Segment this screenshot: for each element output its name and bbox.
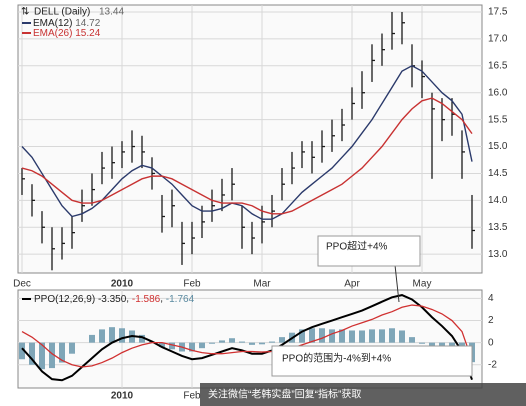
histogram-bar bbox=[419, 342, 425, 344]
histogram-bar bbox=[119, 328, 125, 343]
x-tick-label: Mar bbox=[253, 279, 271, 290]
histogram-bar bbox=[199, 342, 205, 349]
histogram-bar bbox=[349, 330, 355, 343]
histogram-bar bbox=[369, 329, 375, 343]
histogram-bar bbox=[109, 327, 115, 343]
histogram-bar bbox=[19, 342, 25, 360]
annotation: PPO超过+4% bbox=[326, 240, 388, 253]
y-tick-label: 14.5 bbox=[488, 168, 508, 179]
annotation-box bbox=[271, 345, 473, 377]
histogram-bar bbox=[329, 329, 335, 343]
legend-value: 15.24 bbox=[75, 28, 100, 39]
y-tick-label: 16.0 bbox=[488, 87, 508, 98]
histogram-bar bbox=[309, 328, 315, 343]
plot-layer: 13.0 13.5 14.0 14.5 15.0 15.5 16.0 16.5 17.0 17.5… bbox=[13, 5, 508, 402]
legend-name: EMA(12) bbox=[33, 18, 72, 29]
legend-label: EMA(12) 14.72 bbox=[33, 18, 101, 29]
histogram-bar bbox=[249, 342, 255, 345]
histogram-bar bbox=[59, 342, 65, 363]
y-tick-label: 15.0 bbox=[488, 141, 508, 152]
price-panel bbox=[17, 4, 483, 274]
x-tick-label: Feb bbox=[183, 279, 201, 290]
legend-value: -1.586 bbox=[132, 294, 161, 305]
histogram-bar bbox=[219, 340, 225, 343]
histogram-bar bbox=[269, 341, 275, 343]
histogram-bar bbox=[159, 342, 165, 348]
annotation: PPO的范围为-4%到+4% bbox=[282, 352, 391, 365]
histogram-bar bbox=[239, 341, 245, 343]
histogram-bar bbox=[409, 337, 415, 343]
histogram-bar bbox=[299, 329, 305, 343]
annotation-box bbox=[317, 235, 421, 267]
histogram-bar bbox=[229, 338, 235, 343]
legend-value: -3.350 bbox=[98, 294, 127, 305]
y-tick-label: 13.5 bbox=[488, 222, 508, 233]
y-tick-label: 16.5 bbox=[488, 60, 508, 71]
histogram-bar bbox=[169, 342, 175, 350]
x-tick-label: 2010 bbox=[111, 391, 134, 402]
annotation-pointer bbox=[394, 264, 400, 303]
ppo-legend: PPO(12,26,9) -3.350, -1.586, -1.764 bbox=[34, 294, 195, 305]
histogram-bar bbox=[139, 334, 145, 343]
x-tick-label: Dec bbox=[13, 279, 31, 290]
histogram-bar bbox=[259, 342, 265, 345]
y-tick-label: 0 bbox=[488, 337, 494, 348]
x-tick-label: 2010 bbox=[111, 279, 134, 290]
histogram-bar bbox=[99, 329, 105, 343]
histogram-bar bbox=[69, 342, 75, 354]
y-tick-label: 15.5 bbox=[488, 114, 508, 125]
x-tick-label: Apr bbox=[344, 279, 360, 290]
y-tick-label: 2 bbox=[488, 315, 494, 326]
legend-label: EMA(26) 15.24 bbox=[33, 28, 101, 39]
chart-title: DELL (Daily) bbox=[34, 7, 90, 18]
histogram-bar bbox=[89, 334, 95, 343]
line bbox=[21, 65, 473, 220]
legend-name: EMA(26) bbox=[33, 28, 72, 39]
x-tick-label: Feb bbox=[183, 391, 201, 402]
x-tick-label: May bbox=[413, 279, 432, 290]
histogram-bar bbox=[29, 342, 35, 365]
y-tick-label: 17.5 bbox=[488, 7, 508, 18]
histogram-bar bbox=[389, 328, 395, 343]
y-tick-label: -2 bbox=[488, 359, 497, 370]
watermark-bg bbox=[200, 383, 526, 406]
histogram-bar bbox=[189, 342, 195, 352]
line bbox=[21, 304, 473, 368]
line bbox=[21, 97, 473, 215]
histogram-bar bbox=[359, 330, 365, 343]
y-tick-label: 13.0 bbox=[488, 249, 508, 260]
histogram-bar bbox=[279, 337, 285, 343]
histogram-bar bbox=[319, 328, 325, 343]
histogram-bar bbox=[379, 329, 385, 343]
y-tick-label: 14.0 bbox=[488, 195, 508, 206]
histogram-bar bbox=[39, 342, 45, 370]
legend-value: 14.72 bbox=[75, 18, 100, 29]
histogram-bar bbox=[49, 342, 55, 369]
title-value: 13.44 bbox=[99, 7, 124, 18]
y-tick-label: 4 bbox=[488, 293, 494, 304]
histogram-bar bbox=[209, 342, 215, 344]
histogram-bar bbox=[399, 330, 405, 343]
ppo-title: PPO(12,26,9) bbox=[34, 294, 95, 305]
icon: ⇅ bbox=[21, 7, 29, 18]
y-tick-label: 17.0 bbox=[488, 34, 508, 45]
histogram-bar bbox=[339, 329, 345, 343]
watermark: 关注微信“老韩实盘”回复“指标”获取 bbox=[208, 388, 361, 401]
legend-value: -1.764 bbox=[166, 294, 195, 305]
